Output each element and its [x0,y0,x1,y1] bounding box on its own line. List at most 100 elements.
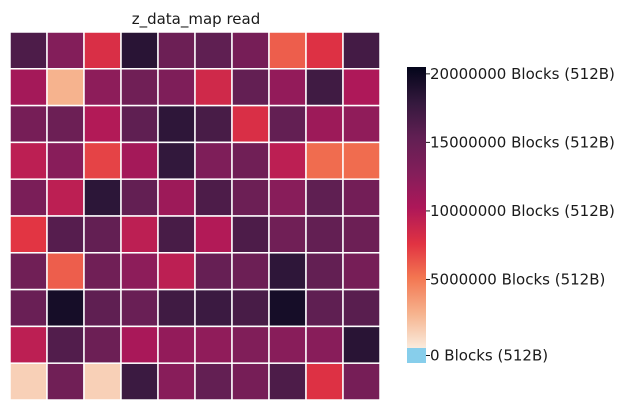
heatmap-cell [342,288,381,328]
heatmap-cell [305,31,344,70]
heatmap-cell [305,215,344,254]
colorbar-tick-label: 10000000 Blocks (512B) [430,202,615,220]
heatmap-cell [231,104,270,144]
heatmap-cell [342,325,381,364]
heatmap-cell [231,252,270,291]
heatmap-cell [46,31,85,70]
heatmap-cell [194,141,233,180]
heatmap-cell [157,325,196,364]
heatmap-cell [157,215,196,254]
heatmap-cell [305,104,344,144]
heatmap-cell [231,178,270,217]
heatmap-cell [9,31,48,70]
heatmap-cell [46,252,85,291]
heatmap-cell [9,362,48,401]
heatmap-cell [120,362,159,401]
heatmap-cell [46,215,85,254]
heatmap-cell [194,68,233,107]
chart-title: z_data_map read [132,10,261,29]
colorbar-tick-label: 15000000 Blocks (512B) [430,133,615,151]
heatmap-cell [157,362,196,401]
heatmap-cell [9,141,48,180]
heatmap-cell [231,141,270,180]
heatmap-cell [268,252,307,291]
heatmap-cell [157,68,196,107]
heatmap-cell [268,215,307,254]
heatmap-cell [268,141,307,180]
heatmap-cell [342,31,381,70]
heatmap-cell [268,68,307,107]
heatmap-cell [83,215,122,254]
heatmap-cell [342,178,381,217]
heatmap-cell [83,288,122,328]
heatmap-cell [9,215,48,254]
heatmap-cell [194,252,233,291]
heatmap-cell [83,252,122,291]
heatmap-cell [231,215,270,254]
heatmap-cell [46,288,85,328]
heatmap-cell [231,362,270,401]
heatmap-cell [120,288,159,328]
heatmap-cell [83,31,122,70]
colorbar-tick-label: 20000000 Blocks (512B) [430,65,615,83]
heatmap-cell [157,252,196,291]
heatmap-cell [120,141,159,180]
heatmap-cell [268,362,307,401]
heatmap-cell [268,31,307,70]
colorbar-gradient [407,67,426,348]
heatmap-cell [120,325,159,364]
heatmap-cell [231,31,270,70]
heatmap-cell [231,68,270,107]
heatmap-cell [83,362,122,401]
heatmap-cell [46,325,85,364]
heatmap-cell [120,31,159,70]
heatmap-cell [157,288,196,328]
heatmap-cell [46,104,85,144]
colorbar-tick-label: 5000000 Blocks (512B) [430,270,605,288]
heatmap-cell [83,68,122,107]
colorbar-tick-label: 0 Blocks (512B) [430,347,548,365]
heatmap-cell [305,252,344,291]
heatmap-cell [342,215,381,254]
heatmap-cell [194,325,233,364]
heatmap-cell [157,104,196,144]
heatmap-cell [305,362,344,401]
colorbar-ticks: 0 Blocks (512B) 5000000 Blocks (512B) 1000… [426,65,615,365]
heatmap-cell [194,104,233,144]
heatmap-cell [157,178,196,217]
heatmap-cell [342,362,381,401]
heatmap-cell [194,362,233,401]
heatmap-cell [342,252,381,291]
heatmap-cell [342,68,381,107]
heatmap-cell [9,325,48,364]
heatmap-cell [46,141,85,180]
heatmap-cell [120,68,159,107]
heatmap-cell [305,178,344,217]
heatmap-cells [9,31,381,401]
colorbar: 0 Blocks (512B) 5000000 Blocks (512B) 1000… [407,65,615,365]
heatmap-cell [83,178,122,217]
heatmap-cell [9,68,48,107]
heatmap-cell [342,141,381,180]
heatmap-cell [120,104,159,144]
heatmap-cell [305,288,344,328]
heatmap-cell [305,68,344,107]
colorbar-under-swatch [407,348,426,363]
heatmap-cell [46,68,85,107]
heatmap-cell [9,288,48,328]
heatmap-cell [120,252,159,291]
heatmap-cell [9,104,48,144]
heatmap-cell [46,362,85,401]
heatmap-cell [342,104,381,144]
heatmap-cell [268,288,307,328]
heatmap-cell [83,104,122,144]
heatmap-cell [46,178,85,217]
heatmap-cell [231,325,270,364]
heatmap-cell [268,178,307,217]
heatmap-cell [268,325,307,364]
heatmap-cell [9,252,48,291]
heatmap-cell [231,288,270,328]
heatmap-cell [194,288,233,328]
heatmap-cell [305,325,344,364]
